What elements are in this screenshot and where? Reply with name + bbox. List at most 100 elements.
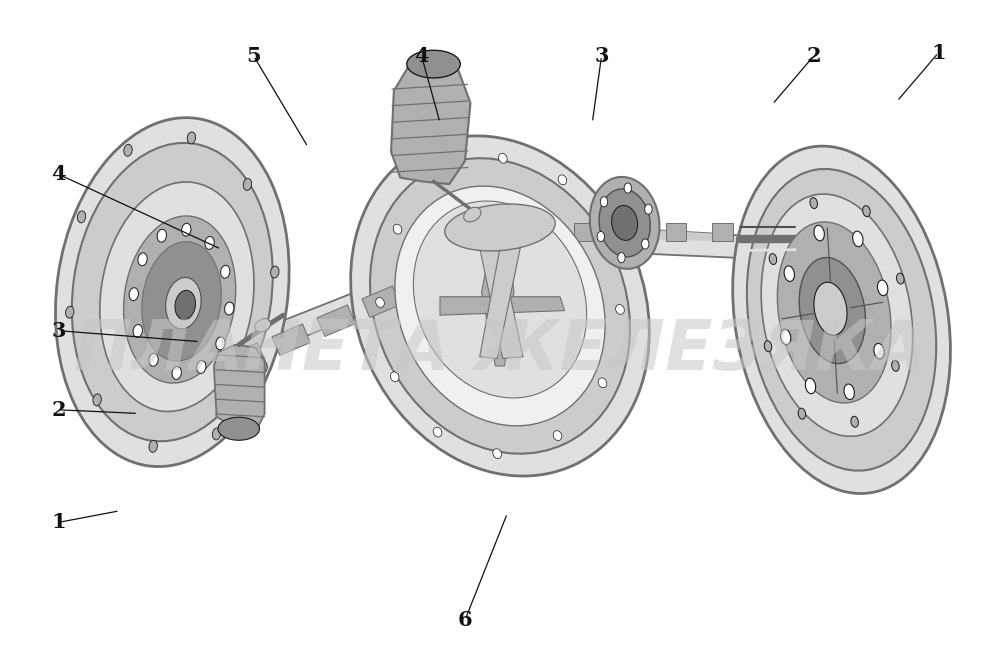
Polygon shape bbox=[480, 248, 520, 358]
Ellipse shape bbox=[616, 304, 624, 314]
Ellipse shape bbox=[814, 225, 824, 241]
Ellipse shape bbox=[433, 427, 442, 437]
Ellipse shape bbox=[464, 208, 481, 222]
Ellipse shape bbox=[618, 252, 625, 263]
Ellipse shape bbox=[100, 182, 254, 411]
Ellipse shape bbox=[599, 189, 650, 257]
Polygon shape bbox=[407, 267, 445, 299]
Ellipse shape bbox=[747, 169, 936, 471]
Ellipse shape bbox=[810, 198, 817, 208]
Ellipse shape bbox=[55, 118, 289, 467]
Ellipse shape bbox=[157, 229, 166, 242]
Ellipse shape bbox=[798, 408, 806, 419]
Text: 3: 3 bbox=[594, 45, 609, 66]
Ellipse shape bbox=[590, 177, 659, 269]
Ellipse shape bbox=[212, 428, 221, 440]
Ellipse shape bbox=[598, 378, 607, 387]
Ellipse shape bbox=[642, 239, 649, 249]
Ellipse shape bbox=[853, 231, 863, 246]
Polygon shape bbox=[227, 343, 265, 374]
Ellipse shape bbox=[221, 266, 230, 278]
Text: 4: 4 bbox=[51, 164, 66, 185]
Ellipse shape bbox=[370, 158, 630, 453]
Ellipse shape bbox=[187, 132, 196, 144]
Polygon shape bbox=[272, 324, 310, 355]
Ellipse shape bbox=[395, 186, 605, 426]
Polygon shape bbox=[228, 244, 489, 366]
Ellipse shape bbox=[351, 136, 649, 476]
Ellipse shape bbox=[597, 231, 605, 242]
Ellipse shape bbox=[438, 171, 447, 181]
Ellipse shape bbox=[764, 341, 772, 352]
Ellipse shape bbox=[149, 353, 158, 366]
Ellipse shape bbox=[129, 288, 138, 301]
Ellipse shape bbox=[733, 146, 950, 494]
Ellipse shape bbox=[851, 416, 858, 427]
Polygon shape bbox=[362, 286, 400, 318]
Polygon shape bbox=[491, 227, 722, 246]
Polygon shape bbox=[712, 223, 733, 241]
Ellipse shape bbox=[769, 254, 777, 264]
Polygon shape bbox=[528, 223, 548, 241]
Polygon shape bbox=[486, 227, 777, 260]
Ellipse shape bbox=[271, 266, 279, 278]
Ellipse shape bbox=[216, 337, 225, 350]
Text: 4: 4 bbox=[414, 45, 429, 66]
Ellipse shape bbox=[777, 222, 891, 403]
Ellipse shape bbox=[149, 440, 157, 452]
Ellipse shape bbox=[897, 273, 904, 284]
Ellipse shape bbox=[175, 291, 195, 320]
Ellipse shape bbox=[645, 204, 652, 214]
Ellipse shape bbox=[138, 253, 147, 266]
Ellipse shape bbox=[892, 360, 899, 371]
Text: 1: 1 bbox=[931, 43, 946, 63]
Ellipse shape bbox=[218, 417, 260, 440]
Ellipse shape bbox=[205, 237, 214, 249]
Ellipse shape bbox=[863, 206, 870, 217]
Polygon shape bbox=[391, 61, 470, 184]
Ellipse shape bbox=[600, 196, 608, 207]
Ellipse shape bbox=[66, 306, 74, 318]
Ellipse shape bbox=[72, 143, 273, 442]
Ellipse shape bbox=[197, 360, 206, 374]
Ellipse shape bbox=[133, 324, 142, 337]
Ellipse shape bbox=[558, 175, 567, 185]
Polygon shape bbox=[440, 297, 565, 315]
Ellipse shape bbox=[874, 343, 884, 359]
Ellipse shape bbox=[799, 258, 865, 364]
Ellipse shape bbox=[124, 216, 236, 383]
Ellipse shape bbox=[780, 330, 791, 345]
Ellipse shape bbox=[805, 378, 816, 393]
Ellipse shape bbox=[142, 242, 221, 361]
Ellipse shape bbox=[243, 179, 252, 190]
Text: 2: 2 bbox=[807, 45, 821, 66]
Ellipse shape bbox=[172, 366, 181, 380]
Ellipse shape bbox=[124, 144, 132, 156]
Text: 1: 1 bbox=[51, 512, 66, 532]
Ellipse shape bbox=[77, 211, 86, 223]
Ellipse shape bbox=[390, 372, 399, 382]
Ellipse shape bbox=[498, 154, 507, 163]
Ellipse shape bbox=[624, 183, 632, 193]
Ellipse shape bbox=[259, 361, 267, 373]
Polygon shape bbox=[214, 345, 265, 429]
Ellipse shape bbox=[612, 206, 638, 241]
Ellipse shape bbox=[493, 449, 502, 459]
Polygon shape bbox=[317, 305, 355, 337]
Polygon shape bbox=[480, 248, 523, 358]
Ellipse shape bbox=[877, 280, 888, 296]
Ellipse shape bbox=[445, 204, 555, 251]
Ellipse shape bbox=[784, 266, 794, 281]
Ellipse shape bbox=[413, 201, 587, 398]
Ellipse shape bbox=[844, 384, 854, 399]
Ellipse shape bbox=[761, 194, 913, 436]
Ellipse shape bbox=[376, 298, 384, 307]
Ellipse shape bbox=[407, 50, 460, 78]
Ellipse shape bbox=[93, 394, 101, 406]
Ellipse shape bbox=[225, 302, 234, 315]
Polygon shape bbox=[574, 223, 594, 241]
Text: 5: 5 bbox=[246, 45, 261, 66]
Ellipse shape bbox=[182, 223, 191, 236]
Polygon shape bbox=[482, 246, 514, 366]
Ellipse shape bbox=[255, 319, 271, 332]
